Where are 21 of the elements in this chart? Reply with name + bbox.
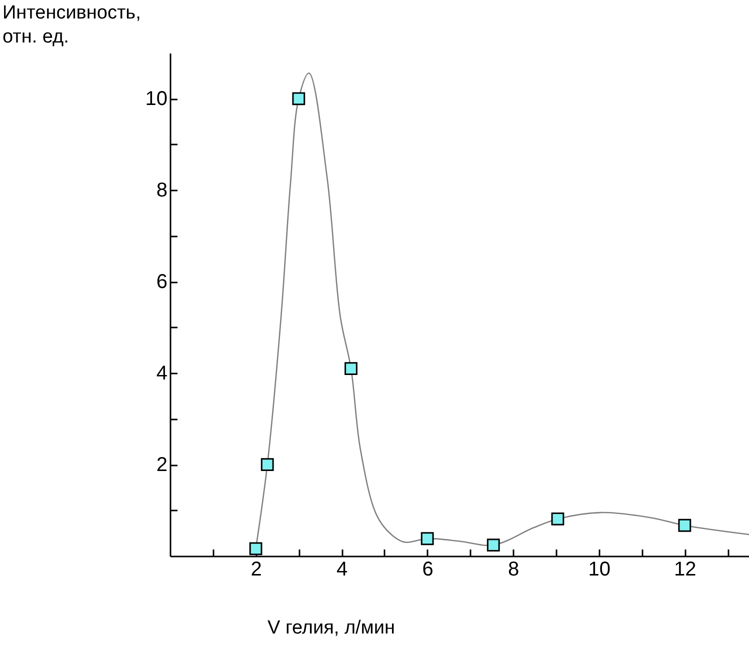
x-axis-title: V гелия, л/мин xyxy=(268,618,395,638)
x-tick-label: 10 xyxy=(588,558,611,580)
y-tick-label: 6 xyxy=(156,271,168,294)
point xyxy=(249,542,262,556)
point xyxy=(486,538,500,552)
x-tick-label: 6 xyxy=(422,558,434,580)
point xyxy=(551,512,564,526)
point xyxy=(260,458,274,471)
point xyxy=(678,518,692,532)
x-tick-label: 4 xyxy=(336,558,348,580)
y-tick-label: 4 xyxy=(156,362,168,385)
x-tick-label: 8 xyxy=(508,558,520,580)
y-tick-label: 8 xyxy=(156,180,168,202)
point xyxy=(292,92,306,106)
y-tick-label: 10 xyxy=(145,88,168,110)
x-tick-label: 12 xyxy=(674,558,696,580)
point xyxy=(344,362,358,375)
x-tick-label: 2 xyxy=(250,558,262,580)
y-tick-label: 2 xyxy=(156,454,168,476)
point xyxy=(420,532,434,546)
y-axis-title: Интенсивность, отн. ед. xyxy=(2,2,141,48)
